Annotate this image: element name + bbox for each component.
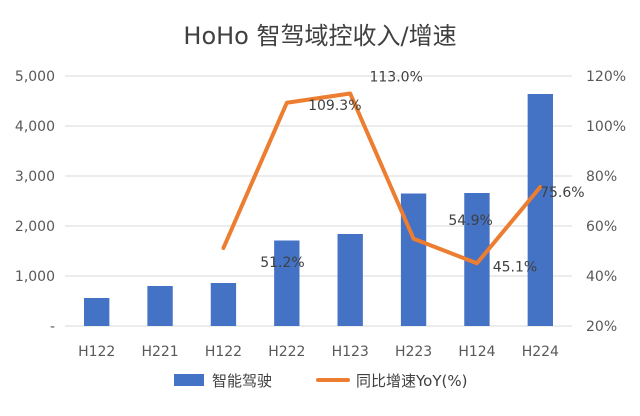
x-tick-label: H124 bbox=[458, 344, 495, 360]
legend-label-bar: 智能驾驶 bbox=[212, 372, 272, 390]
line-data-label: 54.9% bbox=[448, 213, 492, 229]
line-data-label: 109.3% bbox=[308, 98, 361, 114]
right-tick-label: 100% bbox=[586, 119, 626, 135]
x-tick-label: H223 bbox=[395, 344, 432, 360]
x-tick-label: H122 bbox=[78, 344, 115, 360]
line-data-label: 113.0% bbox=[369, 70, 422, 86]
legend-label-line: 同比增速YoY(%) bbox=[356, 372, 467, 390]
right-tick-label: 20% bbox=[586, 319, 617, 335]
bar bbox=[84, 298, 110, 326]
left-tick-label: 2,000 bbox=[15, 219, 55, 235]
legend-swatch-bar bbox=[174, 374, 204, 386]
bar bbox=[400, 193, 427, 326]
x-tick-label: H123 bbox=[332, 344, 369, 360]
right-tick-label: 120% bbox=[586, 69, 626, 85]
x-tick-label: H122 bbox=[205, 344, 242, 360]
bar bbox=[147, 286, 173, 326]
line-series bbox=[221, 91, 543, 266]
left-tick-label: 4,000 bbox=[15, 119, 55, 135]
line-data-label: 45.1% bbox=[493, 259, 537, 275]
bar bbox=[210, 283, 237, 326]
yoy-line bbox=[221, 91, 543, 266]
left-tick-label: 5,000 bbox=[15, 69, 55, 85]
x-tick-label: H222 bbox=[268, 344, 305, 360]
bar bbox=[274, 240, 300, 326]
left-tick-label: 3,000 bbox=[15, 169, 55, 185]
right-tick-label: 80% bbox=[586, 169, 617, 185]
x-axis-ticks: H122 H221 H122 H222 H123 H223 H124 H224 bbox=[78, 344, 559, 360]
chart-title: HoHo 智驾域控收入/增速 bbox=[183, 22, 456, 50]
legend: 智能驾驶 同比增速YoY(%) bbox=[174, 372, 467, 390]
right-tick-label: 40% bbox=[586, 269, 617, 285]
line-data-label: 51.2% bbox=[260, 255, 304, 271]
x-tick-label: H221 bbox=[141, 344, 178, 360]
right-tick-label: 60% bbox=[586, 219, 617, 235]
left-tick-label: 1,000 bbox=[15, 269, 55, 285]
bar bbox=[527, 94, 553, 326]
right-axis-ticks: 20% 40% 60% 80% 100% 120% bbox=[586, 69, 626, 335]
line-data-label: 75.6% bbox=[540, 185, 584, 201]
bar-series bbox=[84, 94, 553, 326]
x-tick-label: H224 bbox=[522, 344, 559, 360]
left-axis-ticks: - 1,000 2,000 3,000 4,000 5,000 bbox=[15, 69, 55, 335]
bar bbox=[337, 234, 363, 326]
line-data-labels: 51.2% 109.3% 113.0% 54.9% 45.1% 75.6% bbox=[260, 70, 584, 276]
left-tick-label: - bbox=[50, 319, 55, 335]
